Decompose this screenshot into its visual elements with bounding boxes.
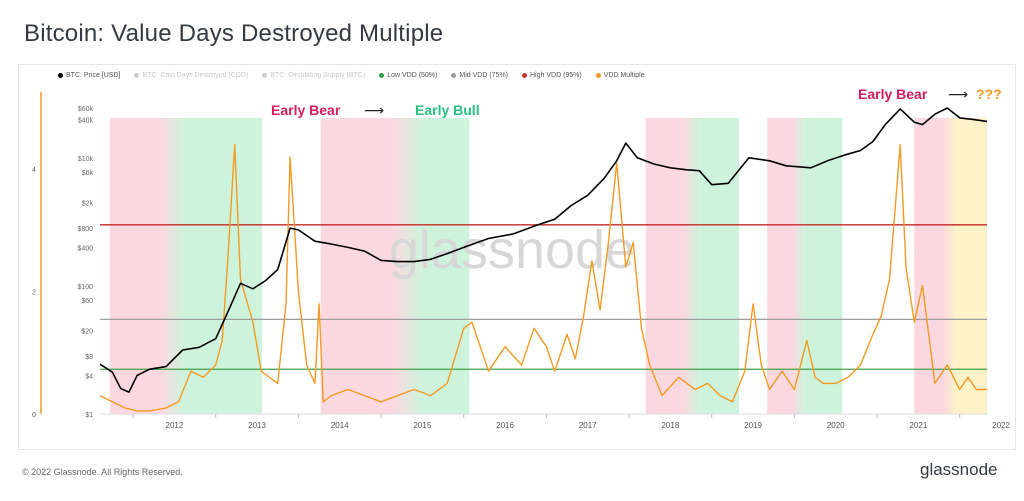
- cycle-zone-bear: [914, 118, 956, 414]
- copyright: © 2022 Glassnode. All Rights Reserved.: [22, 467, 183, 477]
- x-tick-label: 2016: [496, 421, 514, 430]
- legend-swatch: [58, 72, 63, 78]
- legend-item[interactable]: BTC: Price [USD]: [58, 72, 120, 79]
- legend-item[interactable]: BTC: Coin Days Destroyed (CDD): [134, 72, 248, 79]
- vdd-tick-label: 4: [32, 167, 36, 174]
- x-tick-label: 2022: [992, 421, 1010, 430]
- price-tick-label: $60: [81, 298, 93, 305]
- cycle-zone-bear: [109, 118, 183, 414]
- cycle-zone-bull: [699, 118, 740, 414]
- price-tick-label: $8: [85, 354, 93, 361]
- x-tick-label: 2015: [413, 421, 431, 430]
- cycle-zone-yellow: [955, 118, 987, 414]
- legend-label: BTC: Circulating Supply (BTC): [270, 72, 366, 79]
- price-tick-label: $60k: [78, 106, 94, 113]
- early-bear-label-2: Early Bear: [858, 86, 928, 102]
- legend-label: VDD Multiple: [603, 72, 645, 79]
- chart-legend: BTC: Price [USD] BTC: Coin Days Destroyed…: [58, 72, 659, 79]
- x-tick-label: 2019: [744, 421, 762, 430]
- legend-swatch: [262, 72, 268, 78]
- price-tick-label: $6k: [82, 170, 94, 177]
- legend-swatch: [451, 72, 457, 78]
- brand-logo: glassnode: [920, 460, 998, 479]
- price-tick-label: $100: [77, 284, 93, 291]
- early-bear-label-1: Early Bear: [271, 102, 341, 118]
- price-tick-label: $20: [81, 329, 93, 336]
- question-label: ???: [976, 86, 1002, 102]
- arrow-right-icon: ⟶: [364, 103, 384, 119]
- legend-item[interactable]: VDD Multiple: [595, 72, 645, 79]
- legend-label: BTC: Coin Days Destroyed (CDD): [142, 72, 249, 79]
- price-tick-label: $1: [85, 412, 93, 419]
- price-tick-label: $2k: [82, 201, 94, 208]
- cycle-zone-bull: [422, 118, 470, 414]
- x-tick-label: 2012: [166, 421, 184, 430]
- x-tick-label: 2017: [579, 421, 597, 430]
- arrow-right-icon: ⟶: [948, 87, 968, 103]
- legend-label: BTC: Price [USD]: [66, 72, 121, 79]
- legend-swatch: [522, 72, 527, 78]
- legend-label: Low VDD (50%): [387, 72, 438, 79]
- legend-swatch: [595, 72, 601, 78]
- legend-item[interactable]: Low VDD (50%): [379, 72, 437, 79]
- vdd-multiple-line: [99, 143, 987, 412]
- legend-swatch: [379, 72, 385, 78]
- x-tick-label: 2014: [331, 421, 349, 430]
- chart-title: Bitcoin: Value Days Destroyed Multiple: [24, 20, 444, 47]
- price-tick-label: $800: [77, 226, 93, 233]
- legend-label: Mid VDD (75%): [459, 72, 508, 79]
- legend-item[interactable]: Mid VDD (75%): [451, 72, 508, 79]
- legend-label: High VDD (95%): [530, 72, 582, 79]
- legend-item[interactable]: BTC: Circulating Supply (BTC): [262, 72, 365, 79]
- x-tick-label: 2021: [909, 421, 927, 430]
- x-tick-label: 2013: [248, 421, 266, 430]
- legend-swatch: [134, 72, 140, 78]
- price-tick-label: $400: [77, 245, 93, 252]
- watermark: glassnode: [389, 220, 635, 280]
- price-tick-label: $40k: [78, 117, 94, 124]
- vdd-tick-label: 2: [32, 290, 36, 297]
- cycle-zone-bear: [320, 118, 423, 414]
- early-bull-label: Early Bull: [415, 102, 480, 118]
- vdd-tick-label: 0: [32, 412, 36, 419]
- legend-item[interactable]: High VDD (95%): [522, 72, 582, 79]
- price-tick-label: $10k: [78, 156, 94, 163]
- price-tick-label: $4: [85, 373, 93, 380]
- x-tick-label: 2020: [827, 421, 845, 430]
- btc-price-line: [99, 107, 988, 393]
- cycle-zone-bull: [182, 118, 263, 414]
- x-tick-label: 2018: [661, 421, 679, 430]
